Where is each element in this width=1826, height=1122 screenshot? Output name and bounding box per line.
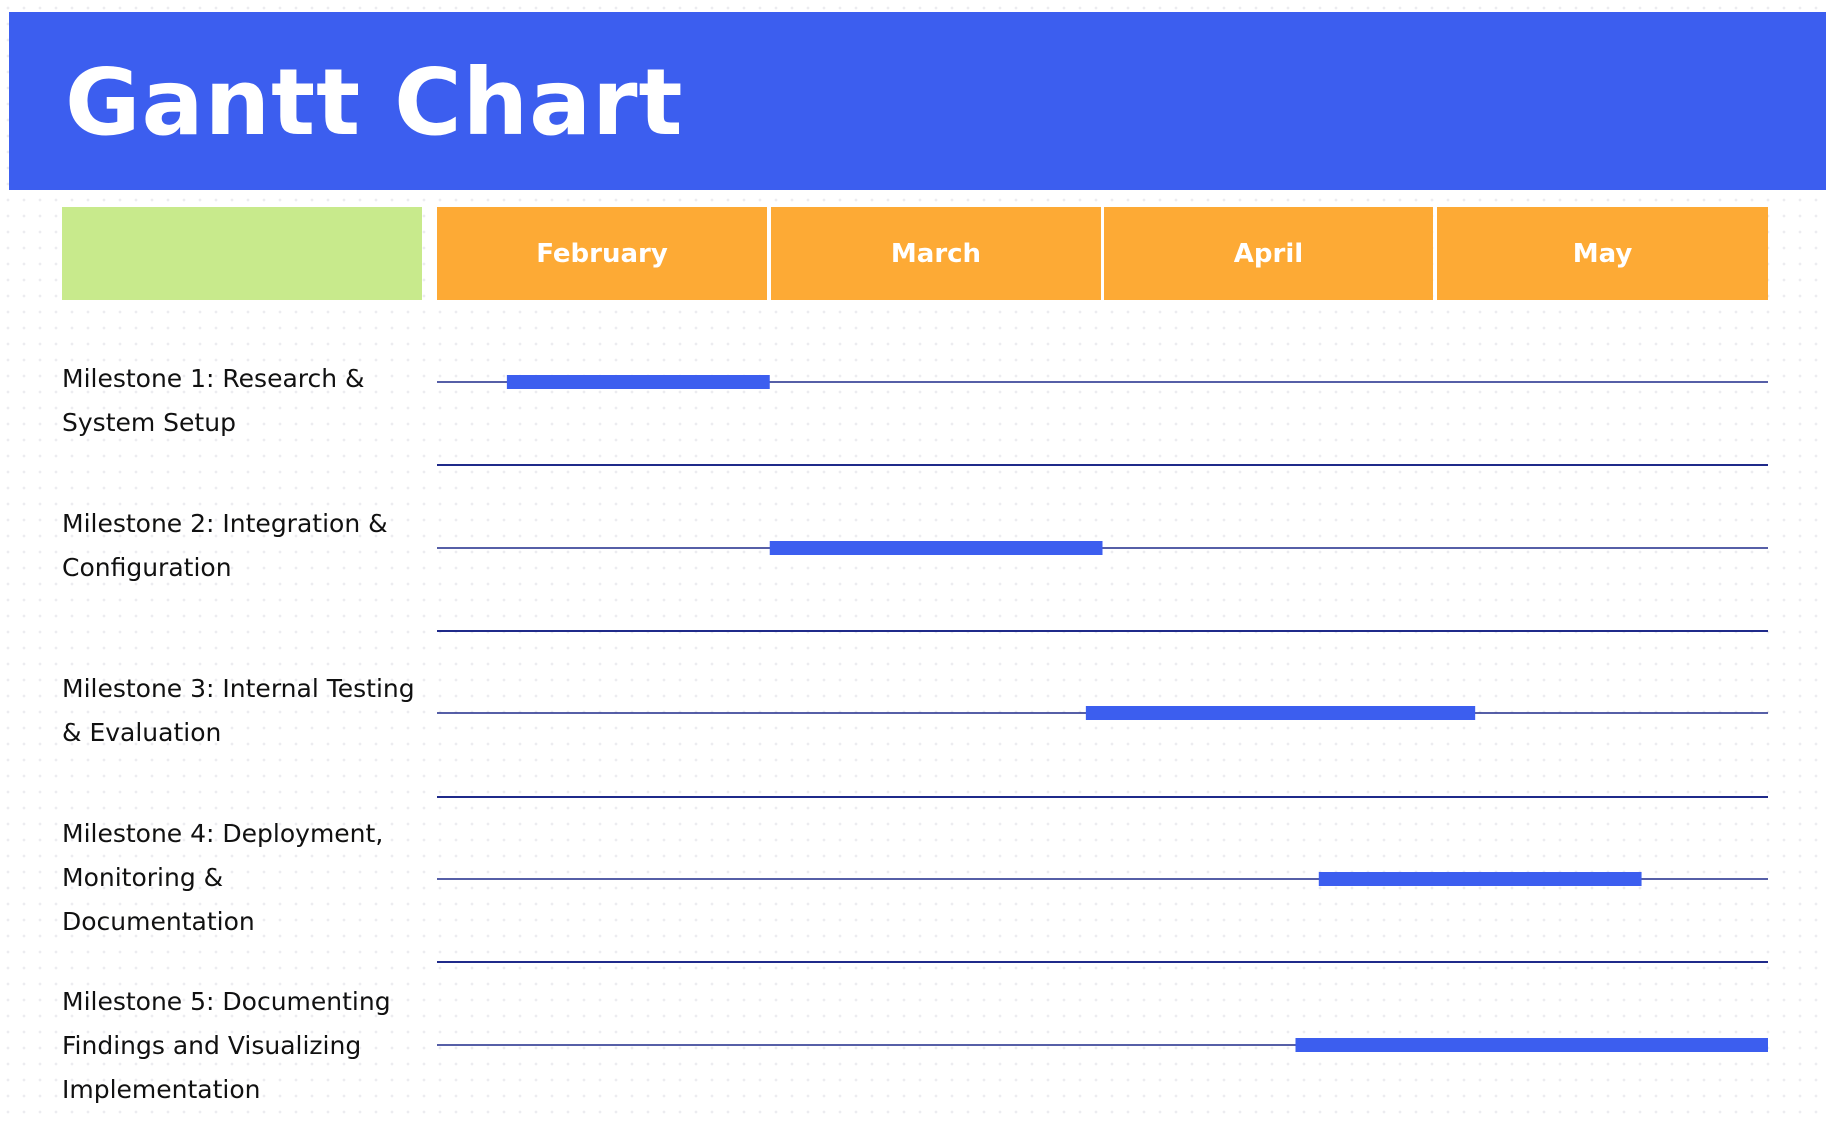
task-column-header	[62, 207, 422, 300]
title-banner: Gantt Chart	[9, 12, 1826, 190]
month-header-april: April	[1104, 207, 1433, 300]
task-label-milestone-4: Milestone 4: Deployment, Monitoring & Do…	[62, 819, 384, 936]
gantt-bar-milestone-5	[1295, 1038, 1768, 1052]
task-label-milestone-3: Milestone 3: Internal Testing & Evaluati…	[62, 674, 415, 747]
month-header-may: May	[1437, 207, 1768, 300]
task-label-milestone-5: Milestone 5: Documenting Findings and Vi…	[62, 987, 391, 1104]
gantt-bar-milestone-2	[769, 541, 1103, 555]
month-header-march: March	[771, 207, 1101, 300]
gantt-bar-milestone-4	[1318, 872, 1642, 886]
task-label-milestone-2: Milestone 2: Integration & Configuration	[62, 509, 388, 582]
gantt-bar-milestone-3	[1085, 706, 1476, 720]
gantt-bar-milestone-1	[506, 375, 770, 389]
month-header-february: February	[437, 207, 767, 300]
page-title: Gantt Chart	[65, 49, 684, 156]
task-label-milestone-1: Milestone 1: Research & System Setup	[62, 364, 365, 437]
